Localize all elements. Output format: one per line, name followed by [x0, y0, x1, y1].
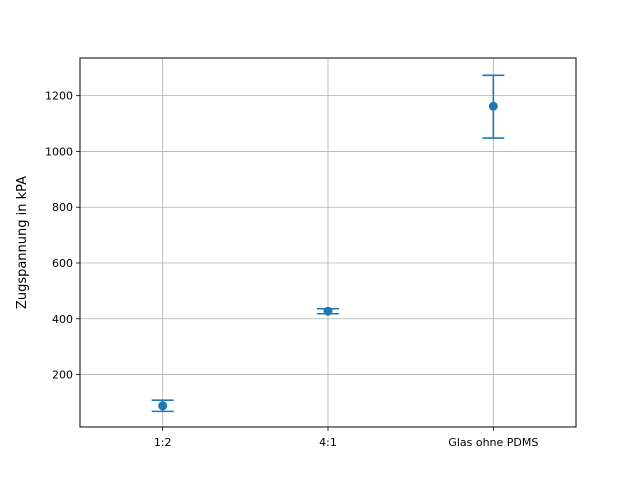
y-tick-label: 400: [52, 313, 73, 326]
y-tick-label: 1200: [45, 90, 73, 103]
x-tick-label: 1:2: [154, 436, 172, 449]
x-tick-label: Glas ohne PDMS: [448, 436, 538, 449]
data-point: [323, 306, 333, 316]
axis-ticks: 1:2 4:1 Glas ohne PDMS 200 400 600 800 1000 1200: [45, 90, 538, 449]
x-tick-label: 4:1: [319, 436, 337, 449]
y-tick-label: 600: [52, 257, 73, 270]
y-tick-label: 1000: [45, 145, 73, 158]
y-axis-label: Zugspannung in kPA: [15, 176, 30, 309]
grid-lines: [80, 58, 576, 427]
data-series: [151, 74, 505, 413]
data-point: [488, 101, 498, 111]
y-tick-label: 800: [52, 201, 73, 214]
y-tick-label: 200: [52, 369, 73, 382]
data-point: [158, 401, 168, 411]
